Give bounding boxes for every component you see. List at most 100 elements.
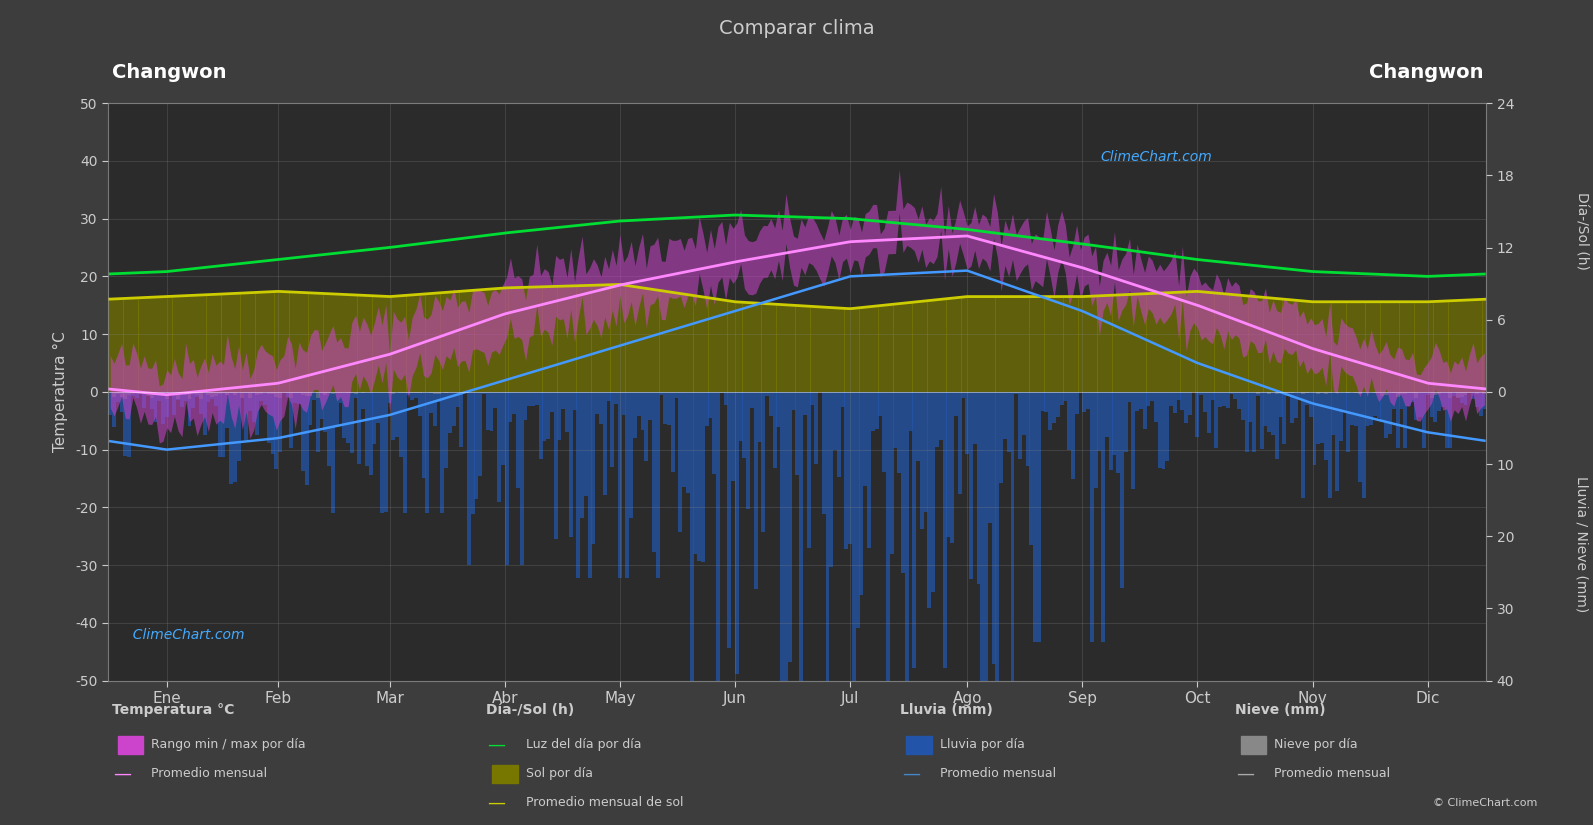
Bar [398, 392, 403, 456]
Bar [436, 392, 441, 403]
Bar [296, 292, 301, 392]
Bar [792, 392, 795, 410]
Bar [422, 294, 425, 392]
Bar [769, 304, 773, 392]
Bar [607, 392, 610, 401]
Bar [237, 293, 241, 392]
Bar [395, 296, 400, 392]
Bar [1109, 295, 1112, 392]
Bar [1070, 392, 1075, 479]
Bar [1040, 296, 1045, 392]
Bar [1153, 293, 1158, 392]
Bar [538, 392, 543, 459]
Bar [279, 291, 282, 392]
Bar [1434, 392, 1437, 395]
Bar [875, 392, 879, 429]
Bar [1034, 296, 1037, 392]
Bar [776, 392, 781, 427]
Bar [867, 392, 871, 549]
Bar [1207, 392, 1211, 432]
Bar [897, 304, 902, 392]
Bar [1048, 296, 1053, 392]
Bar [1368, 302, 1373, 392]
Bar [973, 296, 977, 392]
Bar [781, 304, 784, 392]
Bar [1207, 292, 1211, 392]
Bar [1249, 392, 1252, 422]
Bar [1045, 392, 1048, 412]
Bar [417, 295, 422, 392]
Bar [712, 299, 717, 392]
Bar [1078, 296, 1082, 392]
Bar [1214, 293, 1219, 392]
Bar [524, 392, 527, 420]
Bar [194, 392, 199, 395]
Bar [886, 392, 890, 825]
Bar [403, 295, 406, 392]
Bar [1437, 392, 1442, 394]
Bar [546, 392, 550, 439]
Bar [392, 392, 395, 440]
Bar [1051, 296, 1056, 392]
Bar [229, 294, 233, 392]
Bar [1354, 392, 1357, 426]
Bar [847, 392, 852, 544]
Bar [803, 392, 806, 415]
Bar [1346, 392, 1351, 393]
Bar [301, 293, 304, 392]
Bar [290, 292, 293, 392]
Bar [1313, 302, 1316, 392]
Bar [769, 392, 773, 417]
Bar [459, 392, 464, 447]
Bar [483, 392, 486, 394]
Bar [572, 285, 577, 392]
Bar [346, 392, 350, 393]
Bar [244, 293, 249, 392]
Bar [599, 392, 604, 423]
Bar [1004, 296, 1007, 392]
Bar [123, 392, 127, 399]
Bar [734, 392, 739, 674]
Bar [1211, 293, 1214, 392]
Bar [535, 287, 538, 392]
Bar [249, 392, 252, 398]
Bar [566, 286, 569, 392]
Bar [1335, 392, 1340, 393]
Bar [1282, 392, 1286, 393]
Bar [1456, 300, 1459, 392]
Bar [902, 304, 905, 392]
Bar [878, 392, 883, 416]
Bar [690, 295, 693, 392]
Bar [505, 288, 508, 392]
Bar [112, 392, 116, 398]
Bar [932, 392, 935, 592]
Bar [674, 293, 679, 392]
Bar [602, 392, 607, 495]
Bar [213, 295, 218, 392]
Bar [1403, 392, 1407, 448]
Bar [119, 392, 124, 412]
Bar [221, 392, 226, 457]
Bar [263, 392, 268, 405]
Bar [478, 290, 483, 392]
Bar [1467, 300, 1472, 392]
Bar [938, 392, 943, 440]
Bar [836, 392, 841, 477]
Bar [1200, 392, 1203, 395]
Bar [1018, 296, 1023, 392]
Bar [1158, 392, 1161, 469]
Bar [1392, 392, 1395, 394]
Bar [1040, 392, 1045, 411]
Bar [1271, 392, 1274, 435]
Bar [637, 392, 640, 416]
Bar [1309, 302, 1313, 392]
Bar [969, 296, 973, 392]
Bar [150, 392, 153, 409]
Bar [640, 288, 645, 392]
Bar [153, 392, 158, 394]
Text: —: — [1236, 765, 1254, 783]
Bar [800, 392, 803, 791]
Bar [1120, 295, 1125, 392]
Bar [354, 392, 357, 394]
Bar [1411, 392, 1415, 402]
